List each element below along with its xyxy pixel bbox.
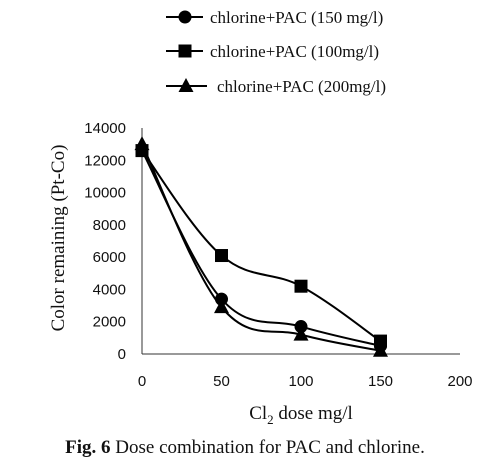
x-tick-label: 200 bbox=[447, 373, 472, 390]
legend-label: chlorine+PAC (100mg/l) bbox=[210, 42, 379, 61]
triangle-marker bbox=[214, 299, 229, 314]
x-tick-labels: 0 50 100 150 200 bbox=[138, 373, 473, 390]
square-marker bbox=[294, 279, 308, 293]
y-tick-label: 8000 bbox=[93, 217, 126, 234]
series-markers bbox=[134, 136, 388, 357]
legend: chlorine+PAC (150 mg/l) chlorine+PAC (100… bbox=[166, 8, 386, 96]
triangle-marker bbox=[178, 78, 194, 92]
series-line bbox=[141, 149, 382, 342]
circle-marker bbox=[178, 10, 192, 24]
square-marker bbox=[178, 44, 192, 58]
circle-marker bbox=[294, 320, 308, 334]
y-tick-labels: 0 2000 4000 6000 8000 10000 12000 14000 bbox=[84, 120, 126, 363]
caption-label: Fig. 6 bbox=[65, 437, 111, 458]
x-tick-label: 50 bbox=[213, 373, 230, 390]
series-lines bbox=[141, 143, 382, 352]
y-tick-label: 2000 bbox=[93, 314, 126, 331]
x-tick-label: 100 bbox=[288, 373, 313, 390]
series-line bbox=[141, 150, 381, 347]
legend-entry: chlorine+PAC (100mg/l) bbox=[166, 42, 379, 61]
y-tick-label: 10000 bbox=[84, 185, 126, 202]
triangle-marker bbox=[373, 342, 388, 357]
y-tick-label: 6000 bbox=[93, 249, 126, 266]
legend-entry: chlorine+PAC (150 mg/l) bbox=[166, 8, 383, 27]
y-axis-label: Color remaining (Pt-Co) bbox=[48, 145, 69, 332]
y-tick-label: 0 bbox=[118, 346, 126, 363]
x-tick-label: 150 bbox=[368, 373, 393, 390]
y-tick-label: 4000 bbox=[93, 281, 126, 298]
caption-text: Dose combination for PAC and chlorine. bbox=[110, 437, 425, 458]
x-label-rest: dose mg/l bbox=[274, 403, 353, 424]
triangle-marker bbox=[134, 136, 150, 151]
legend-label: chlorine+PAC (200mg/l) bbox=[217, 77, 386, 96]
x-label-subscript: 2 bbox=[267, 412, 274, 427]
legend-label: chlorine+PAC (150 mg/l) bbox=[210, 8, 383, 27]
y-tick-label: 14000 bbox=[84, 120, 126, 137]
x-label-base: Cl bbox=[249, 403, 267, 424]
square-marker bbox=[374, 334, 387, 348]
triangle-marker bbox=[293, 326, 309, 341]
legend-entry: chlorine+PAC (200mg/l) bbox=[166, 77, 386, 96]
figure-caption: Fig. 6 Dose combination for PAC and chlo… bbox=[0, 437, 490, 459]
circle-marker bbox=[215, 292, 228, 306]
x-tick-label: 0 bbox=[138, 373, 146, 390]
axes bbox=[141, 128, 460, 355]
y-tick-label: 12000 bbox=[84, 152, 126, 169]
square-marker bbox=[215, 249, 228, 263]
x-axis-label: Cl2 dose mg/l bbox=[249, 403, 353, 427]
series-line bbox=[141, 143, 381, 352]
